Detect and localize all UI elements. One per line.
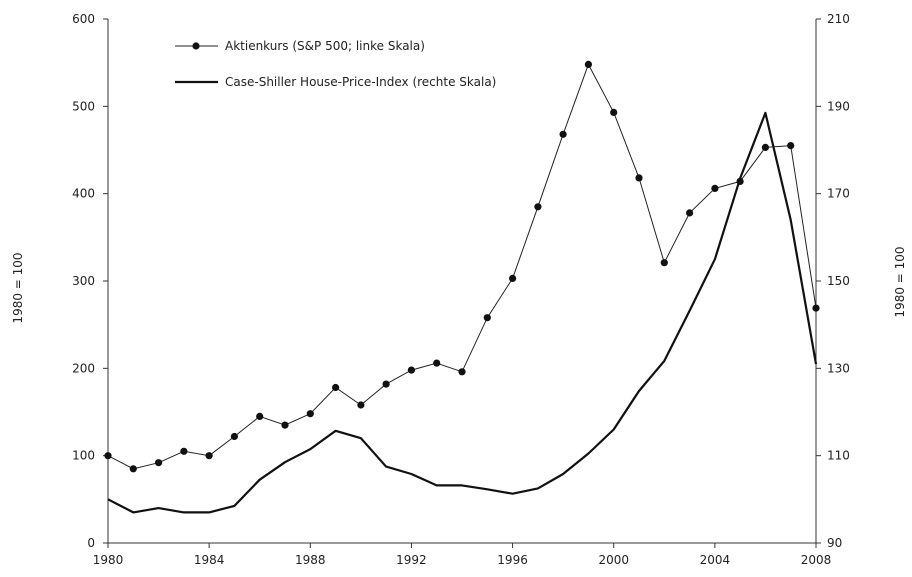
x-tick-label: 1996: [497, 553, 528, 567]
y-axis-title-right: 1980 = 100: [893, 246, 907, 317]
data-point-stock-price: [610, 108, 618, 116]
series-stock-price: [104, 60, 820, 473]
y-tick-label-left: 300: [72, 274, 95, 288]
x-tick-label: 1988: [295, 553, 326, 567]
y-tick-label-right: 130: [827, 361, 850, 375]
data-point-stock-price: [508, 274, 517, 282]
data-point-stock-price: [559, 130, 567, 138]
data-point-stock-price: [256, 412, 264, 420]
y-tick-label-right: 170: [827, 187, 850, 201]
data-point-stock-price: [382, 380, 390, 388]
x-tick-label: 1984: [194, 553, 225, 567]
legend-label-stock: Aktienkurs (S&P 500; linke Skala): [225, 39, 425, 53]
data-point-stock-price: [205, 452, 213, 460]
y-tick-label-left: 600: [72, 12, 95, 26]
y-tick-label-right: 210: [827, 12, 850, 26]
data-point-stock-price: [584, 60, 593, 68]
x-ticks: 1980 1984 1988 1992 1996 2000 2004 2008: [93, 543, 832, 567]
x-tick-label: 1992: [396, 553, 427, 567]
y-tick-label-right: 90: [827, 536, 842, 550]
data-point-stock-price: [104, 452, 112, 460]
y-axis-title-left: 1980 = 100: [11, 252, 25, 323]
data-point-stock-price: [635, 174, 643, 182]
data-point-stock-price: [281, 421, 289, 429]
data-point-stock-price: [761, 143, 770, 151]
data-point-stock-price: [129, 465, 137, 473]
data-point-stock-price: [306, 410, 314, 418]
data-point-stock-price: [660, 259, 668, 267]
data-point-stock-price: [407, 366, 415, 374]
y-tick-label-right: 110: [827, 449, 850, 463]
data-point-stock-price: [711, 184, 719, 192]
axes: [107, 19, 817, 544]
data-point-stock-price: [180, 447, 188, 455]
data-point-stock-price: [483, 314, 491, 322]
y-tick-label-left: 200: [72, 361, 95, 375]
data-point-stock-price: [433, 359, 441, 367]
x-tick-label: 1980: [93, 553, 124, 567]
y-tick-label-left: 100: [72, 449, 95, 463]
data-point-stock-price: [736, 177, 744, 185]
data-point-stock-price: [155, 459, 163, 467]
y-tick-label-right: 190: [827, 99, 850, 113]
series-line-stock-price: [107, 63, 817, 470]
y-tick-label-right: 150: [827, 274, 850, 288]
data-point-stock-price: [357, 401, 365, 409]
y-tick-label-left: 0: [87, 536, 95, 550]
legend: Aktienkurs (S&P 500; linke Skala) Case-S…: [175, 39, 496, 89]
data-point-stock-price: [458, 368, 466, 376]
y-ticks-right: 90 110 130 150 170 190 210: [816, 12, 850, 550]
legend-label-house: Case-Shiller House-Price-Index (rechte S…: [225, 75, 496, 89]
series-house-price: [107, 111, 818, 514]
data-point-stock-price: [332, 383, 340, 392]
y-ticks-left: 0 100 200 300 400 500 600: [72, 12, 108, 550]
x-tick-label: 2008: [801, 553, 832, 567]
y-tick-label-left: 400: [72, 187, 95, 201]
legend-marker-stock: [192, 42, 200, 50]
data-point-stock-price: [686, 209, 694, 217]
data-point-stock-price: [787, 142, 795, 150]
data-point-stock-price: [812, 304, 820, 312]
x-tick-label: 2000: [598, 553, 629, 567]
data-point-stock-price: [230, 432, 238, 441]
y-tick-label-left: 500: [72, 99, 95, 113]
data-point-stock-price: [534, 203, 542, 211]
series-line-house-price: [107, 111, 818, 514]
x-tick-label: 2004: [700, 553, 731, 567]
